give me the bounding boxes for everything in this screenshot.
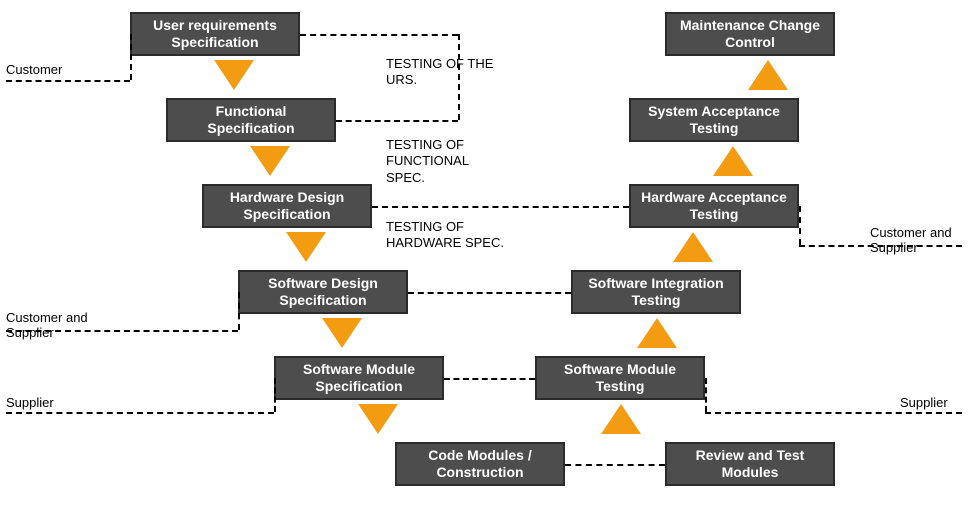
node-label: Software Module Specification xyxy=(282,361,436,395)
node-hat: Hardware Acceptance Testing xyxy=(629,184,799,228)
node-label: Software Module Testing xyxy=(543,361,697,395)
node-label: Maintenance Change Control xyxy=(673,17,827,51)
center-annotation: TESTING OF THE URS. xyxy=(386,56,506,89)
up-arrow-icon xyxy=(748,60,788,90)
connector-line xyxy=(300,34,458,36)
node-label: Hardware Acceptance Testing xyxy=(637,189,791,223)
connector-line xyxy=(130,34,132,80)
side-annotation: Customer and Supplier xyxy=(6,310,96,340)
node-label: User requirements Specification xyxy=(138,17,292,51)
center-annotation: TESTING OF FUNCTIONAL SPEC. xyxy=(386,137,506,186)
down-arrow-icon xyxy=(358,404,398,434)
connector-line xyxy=(408,292,571,294)
connector-line xyxy=(444,378,535,380)
node-label: Code Modules / Construction xyxy=(403,447,557,481)
node-smt: Software Module Testing xyxy=(535,356,705,400)
node-sat: System Acceptance Testing xyxy=(629,98,799,142)
connector-line xyxy=(799,206,801,245)
down-arrow-icon xyxy=(250,146,290,176)
node-sds: Software Design Specification xyxy=(238,270,408,314)
connector-line xyxy=(372,206,629,208)
connector-line xyxy=(705,412,962,414)
node-sms: Software Module Specification xyxy=(274,356,444,400)
down-arrow-icon xyxy=(214,60,254,90)
connector-line xyxy=(238,292,240,330)
center-annotation: TESTING OF HARDWARE SPEC. xyxy=(386,219,506,252)
node-label: Functional Specification xyxy=(174,103,328,137)
side-annotation: Customer and Supplier xyxy=(870,225,960,255)
node-label: Software Design Specification xyxy=(246,275,400,309)
node-label: System Acceptance Testing xyxy=(637,103,791,137)
up-arrow-icon xyxy=(637,318,677,348)
up-arrow-icon xyxy=(601,404,641,434)
down-arrow-icon xyxy=(286,232,326,262)
side-annotation: Supplier xyxy=(900,395,975,410)
node-sit: Software Integration Testing xyxy=(571,270,741,314)
node-hds: Hardware Design Specification xyxy=(202,184,372,228)
connector-line xyxy=(6,80,130,82)
connector-line xyxy=(6,412,274,414)
node-rtm: Review and Test Modules xyxy=(665,442,835,486)
node-cmc: Code Modules / Construction xyxy=(395,442,565,486)
side-annotation: Supplier xyxy=(6,395,96,410)
connector-line xyxy=(565,464,665,466)
connector-line xyxy=(705,378,707,412)
up-arrow-icon xyxy=(673,232,713,262)
node-label: Hardware Design Specification xyxy=(210,189,364,223)
node-fs: Functional Specification xyxy=(166,98,336,142)
down-arrow-icon xyxy=(322,318,362,348)
connector-line xyxy=(336,120,458,122)
node-label: Review and Test Modules xyxy=(673,447,827,481)
connector-line xyxy=(274,378,276,412)
node-label: Software Integration Testing xyxy=(579,275,733,309)
side-annotation: Customer xyxy=(6,62,96,77)
node-urs: User requirements Specification xyxy=(130,12,300,56)
up-arrow-icon xyxy=(713,146,753,176)
node-mcc: Maintenance Change Control xyxy=(665,12,835,56)
